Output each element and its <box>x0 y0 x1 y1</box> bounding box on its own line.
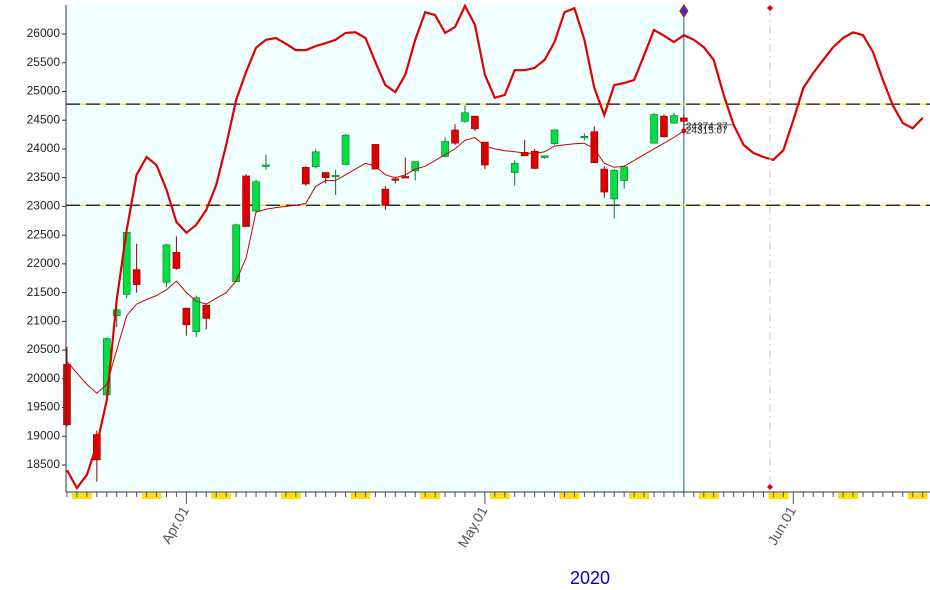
candle-body <box>680 117 688 122</box>
candle-body <box>620 166 628 181</box>
plot-layer: 18500 19000 19500 20000 20500 21000 21500 22000… <box>27 3 930 550</box>
line-series <box>66 130 685 394</box>
y-tick-label: 26000 <box>27 26 61 40</box>
candle-body <box>252 181 260 212</box>
candle-body <box>461 112 469 122</box>
candle-body <box>660 115 668 138</box>
candle-body <box>451 129 459 144</box>
y-tick-label: 18500 <box>27 457 61 471</box>
candle-body <box>510 163 519 173</box>
y-tick-label: 20000 <box>27 371 61 385</box>
candle-body <box>331 175 340 178</box>
candle-body <box>182 307 191 326</box>
candle-body <box>471 115 479 130</box>
candle-body <box>232 224 240 282</box>
candle-body <box>381 188 390 206</box>
candle-body <box>301 167 310 185</box>
candle-body <box>311 151 320 168</box>
candle-body <box>341 134 350 165</box>
candle-body <box>321 172 330 178</box>
y-tick-label: 22000 <box>27 256 61 270</box>
y-tick-label: 25000 <box>27 84 61 98</box>
candle-body <box>401 176 410 179</box>
candle-body <box>162 244 171 283</box>
candle-body <box>550 129 559 145</box>
y-tick-label: 24000 <box>27 141 61 155</box>
y-tick-label: 24500 <box>27 112 61 126</box>
candle-body <box>610 169 619 200</box>
candle-body <box>411 161 420 172</box>
candle-body <box>242 175 250 227</box>
candle-body <box>441 141 449 157</box>
projection-marker <box>767 5 773 11</box>
y-tick-label: 21500 <box>27 285 61 299</box>
annotation: 24374.37 <box>686 121 728 132</box>
x-tick-label: May.01 <box>454 503 490 550</box>
candle-body <box>530 150 539 169</box>
annotation: 24315.07 <box>686 125 728 136</box>
x-tick-label: Jun.01 <box>764 503 799 548</box>
candle-body <box>371 144 380 170</box>
candle-body <box>650 114 658 144</box>
candle-body <box>391 178 400 181</box>
candle-body <box>172 252 181 269</box>
average-end-marker <box>681 128 687 134</box>
y-tick-label: 19000 <box>27 428 61 442</box>
x-tick-label: Apr.01 <box>158 503 192 546</box>
y-tick-label: 19500 <box>27 400 61 414</box>
projection-marker <box>767 484 773 490</box>
candle-body <box>540 155 549 158</box>
candle-body <box>63 364 71 426</box>
y-tick-label: 20500 <box>27 342 61 356</box>
line-series <box>66 3 924 491</box>
candle-body <box>192 297 201 332</box>
y-tick-label: 23000 <box>27 199 61 213</box>
candle-body <box>600 168 609 193</box>
cursor-marker <box>679 4 689 18</box>
candle-body <box>202 304 211 319</box>
candle-body <box>670 115 678 124</box>
candle-body <box>580 136 589 139</box>
y-tick-label: 25500 <box>27 55 61 69</box>
y-tick-label: 21000 <box>27 314 61 328</box>
y-tick-label: 22500 <box>27 227 61 241</box>
x-axis-label: 2020 <box>570 568 610 588</box>
candle-body <box>481 141 489 166</box>
candle-body <box>132 269 141 285</box>
candle-body <box>262 164 270 167</box>
candle-body <box>520 152 529 157</box>
y-tick-label: 23500 <box>27 170 61 184</box>
